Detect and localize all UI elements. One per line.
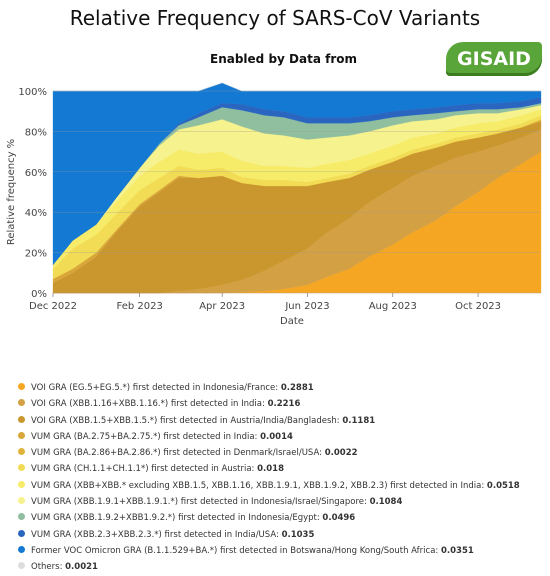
legend-swatch: [18, 545, 25, 553]
y-tick-label: 40%: [25, 208, 47, 219]
legend-label: Former VOC Omicron GRA (B.1.1.529+BA.*) …: [31, 545, 441, 556]
legend-item: VUM GRA (XBB.1.9.2+XBB1.9.2.*) first det…: [18, 510, 548, 526]
legend-value: 0.1181: [342, 415, 376, 426]
gisaid-logo: GISAID: [446, 42, 542, 76]
legend-swatch: [18, 562, 25, 570]
legend-item: VUM GRA (BA.2.86+BA.2.86.*) first detect…: [18, 445, 548, 461]
y-axis-label: Relative frequency %: [6, 139, 17, 245]
legend-label: VUM GRA (XBB.2.3+XBB.2.3.*) first detect…: [31, 529, 282, 540]
legend-value: 0.0021: [65, 562, 98, 573]
legend-label: VOI GRA (XBB.1.5+XBB.1.5.*) first detect…: [31, 415, 343, 426]
legend-item: VOI GRA (XBB.1.16+XBB.1.16.*) first dete…: [18, 396, 548, 412]
legend-label: VUM GRA (XBB.1.9.1+XBB.1.9.1.*) first de…: [31, 497, 370, 508]
legend-item: VOI GRA (EG.5+EG.5.*) first detected in …: [18, 380, 548, 396]
legend-label: VUM GRA (CH.1.1+CH.1.1*) first detected …: [31, 464, 258, 475]
legend-swatch: [18, 529, 25, 537]
stacked-area-chart: 0% 20% 40% 60% 80% 100% Dec 2022 Feb 2023 Apr 20…: [6, 82, 542, 327]
legend-label: VOI GRA (XBB.1.16+XBB.1.16.*) first dete…: [31, 399, 268, 410]
chart-title: Relative Frequency of SARS-CoV Variants: [69, 6, 481, 30]
legend-swatch: [18, 431, 25, 439]
legend-item: VUM GRA (XBB+XBB.* excluding XBB.1.5, XB…: [18, 478, 548, 494]
legend-value: 0.0496: [322, 513, 356, 524]
legend-item: VUM GRA (BA.2.75+BA.2.75.*) first detect…: [18, 429, 548, 445]
legend-item: VUM GRA (CH.1.1+CH.1.1*) first detected …: [18, 461, 548, 477]
chart-subtitle: Enabled by Data from: [210, 52, 357, 66]
x-axis-label: Date: [280, 316, 304, 327]
y-tick-label: 0%: [31, 289, 47, 300]
legend-label: VUM GRA (BA.2.75+BA.2.75.*) first detect…: [31, 431, 261, 442]
legend-swatch: [18, 513, 25, 521]
legend-value: 0.1084: [369, 497, 403, 508]
legend-label: VUM GRA (XBB+XBB.* excluding XBB.1.5, XB…: [31, 480, 487, 491]
legend-swatch: [18, 448, 25, 456]
legend-item: Former VOC Omicron GRA (B.1.1.529+BA.*) …: [18, 543, 548, 559]
legend-value: 0.0518: [486, 480, 520, 491]
legend-value: 0.0351: [440, 545, 474, 556]
legend-label: VUM GRA (BA.2.86+BA.2.86.*) first detect…: [31, 448, 325, 459]
legend-label: VUM GRA (XBB.1.9.2+XBB1.9.2.*) first det…: [31, 513, 323, 524]
legend-label: Others:: [31, 562, 66, 573]
legend-value: 0.2216: [267, 399, 301, 410]
legend-value: 0.1035: [281, 529, 315, 540]
area-series-11: [53, 82, 541, 92]
x-tick-label: Dec 2022: [29, 301, 77, 312]
legend-item: Others: 0.0021: [18, 559, 548, 575]
legend-label: VOI GRA (EG.5+EG.5.*) first detected in …: [31, 383, 281, 393]
legend-value: 0.0022: [324, 448, 358, 459]
y-tick-label: 100%: [18, 87, 47, 98]
legend-item: VUM GRA (XBB.1.9.1+XBB.1.9.1.*) first de…: [18, 494, 548, 510]
legend-value: 0.2881: [280, 383, 314, 393]
x-tick-label: Feb 2023: [117, 301, 163, 312]
legend-swatch: [18, 399, 25, 407]
legend-item: VOI GRA (XBB.1.5+XBB.1.5.*) first detect…: [18, 413, 548, 429]
chart-legend: VOI GRA (EG.5+EG.5.*) first detected in …: [18, 380, 548, 576]
x-tick-label: Aug 2023: [369, 301, 417, 312]
legend-swatch: [18, 497, 25, 505]
y-tick-label: 80%: [25, 127, 47, 138]
y-tick-label: 20%: [25, 249, 47, 260]
legend-value: 0.018: [257, 464, 285, 475]
legend-item: VUM GRA (XBB.2.3+XBB.2.3.*) first detect…: [18, 527, 548, 543]
legend-swatch: [18, 480, 25, 488]
x-tick-label: Apr 2023: [199, 301, 245, 312]
legend-swatch: [18, 464, 25, 472]
legend-swatch: [18, 415, 25, 423]
x-tick-label: Oct 2023: [455, 301, 501, 312]
y-tick-label: 60%: [25, 168, 47, 179]
legend-swatch: [18, 383, 25, 390]
x-tick-label: Jun 2023: [284, 301, 329, 312]
legend-value: 0.0014: [260, 431, 293, 442]
